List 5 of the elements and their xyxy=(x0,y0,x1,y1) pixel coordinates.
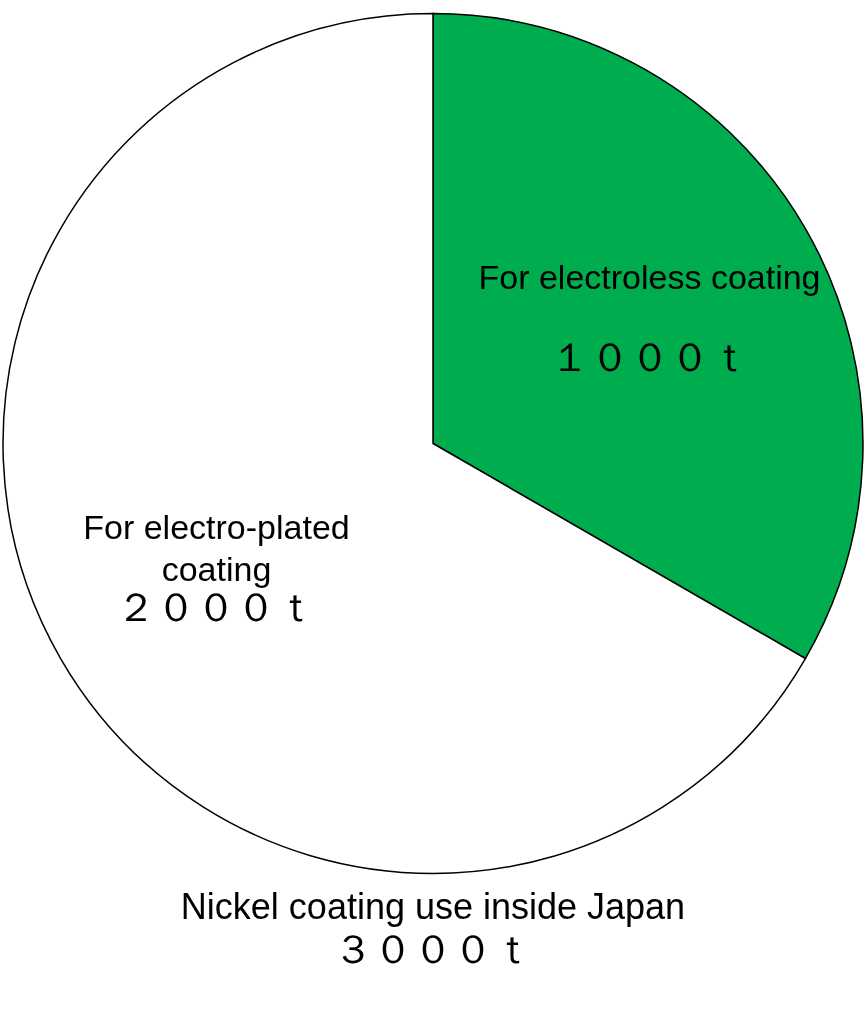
text: ３０００ｔ xyxy=(333,927,533,971)
slice-label: For electro-plated coating xyxy=(83,507,350,588)
text: Nickel coating use inside Japan xyxy=(180,886,686,927)
data-label: １０００ｔ xyxy=(549,334,750,379)
slice-label: For electroless coating xyxy=(478,257,821,296)
